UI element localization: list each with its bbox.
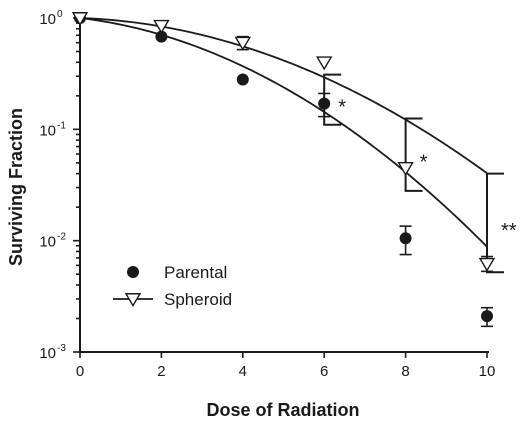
data-point-parental — [236, 73, 249, 86]
significance-bars: **** — [323, 73, 517, 274]
data-point-spheroid — [153, 19, 170, 34]
data-point-spheroid — [315, 56, 333, 71]
y-tick-label: 10 — [39, 345, 56, 362]
significance-label: * — [420, 152, 428, 174]
y-tick-exponent: -3 — [57, 343, 66, 354]
data-point-parental — [155, 30, 168, 43]
x-tick-label: 0 — [76, 363, 84, 380]
y-tick-exponent: -2 — [57, 232, 66, 243]
x-tick-label: 4 — [239, 363, 247, 380]
legend-marker-parental — [127, 266, 139, 278]
x-tick-label: 6 — [320, 363, 328, 380]
y-tick-label: 10 — [39, 122, 56, 139]
fit-curve-parental — [79, 17, 488, 248]
y-tick-exponent: -1 — [57, 120, 66, 131]
fit-curves — [79, 17, 488, 248]
x-tick-label: 8 — [401, 363, 409, 380]
y-tick-exponent: 0 — [57, 9, 63, 20]
y-axis-title: Surviving Fraction — [6, 108, 26, 266]
data-point-parental — [399, 232, 412, 245]
data-point-parental — [481, 310, 493, 323]
x-tick-label: 2 — [157, 363, 165, 380]
y-tick-label: 10 — [39, 11, 56, 28]
x-tick-label: 10 — [479, 363, 496, 380]
legend-label-spheroid: Spheroid — [164, 290, 232, 309]
data-points — [71, 12, 496, 328]
legend-marker-spheroid — [124, 293, 142, 308]
legend: Parental Spheroid — [113, 263, 232, 309]
data-point-spheroid — [397, 161, 414, 176]
data-point-spheroid — [234, 36, 252, 51]
data-point-parental — [318, 97, 331, 110]
legend-label-parental: Parental — [164, 263, 227, 282]
significance-label: * — [338, 97, 346, 119]
y-tick-label: 10 — [39, 234, 56, 251]
data-point-spheroid — [71, 12, 89, 27]
fit-curve-spheroid — [79, 17, 488, 174]
x-axis-title: Dose of Radiation — [206, 400, 359, 420]
significance-label: ** — [501, 220, 517, 242]
data-point-spheroid — [478, 257, 496, 272]
